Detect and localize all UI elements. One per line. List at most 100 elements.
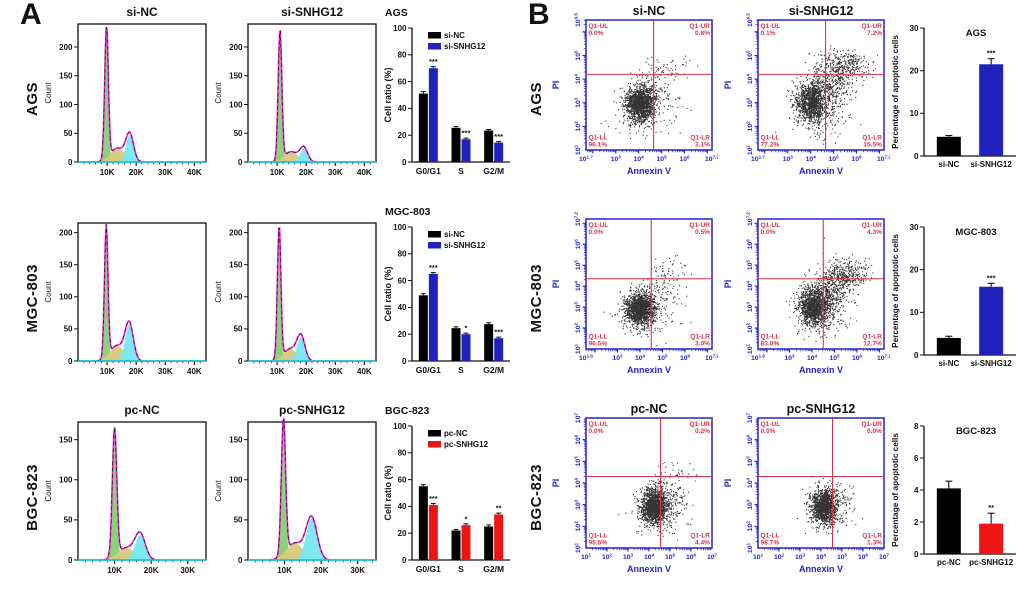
category-label: si-SNHG12: [970, 359, 1012, 368]
x-tick-label: 101.7: [751, 154, 765, 163]
bar-ylabel: Cell ratio (%): [383, 465, 393, 520]
quadrant-label-LL: Q1-LL: [761, 334, 780, 341]
category-label: G2/M: [483, 564, 504, 574]
bar-pc-NC-G2/M: [484, 526, 494, 560]
y-tick-label: 100: [59, 293, 73, 302]
hist-ylabel: Count: [44, 480, 53, 502]
quadrant-label-UR: Q1-UR: [689, 23, 710, 30]
quadrant-label-UL: Q1-UL: [761, 23, 781, 30]
x-tick-label: 101.7: [579, 154, 593, 163]
x-tick-label: 10K: [107, 566, 122, 575]
cell-line-label-mgc803-b: MGC-803: [527, 264, 545, 333]
y-tick-label: 104: [745, 281, 754, 292]
y-tick-label: 60: [398, 475, 407, 484]
y-tick-label: 80: [398, 250, 407, 259]
x-tick-label: 10K: [277, 566, 292, 575]
x-tick-label: 103: [623, 552, 634, 561]
scatter-xlabel: Annexin V: [799, 166, 843, 176]
y-tick-label: 0: [68, 556, 73, 565]
x-tick-label: 107.2: [877, 154, 890, 163]
quadrant-label-UR: Q1-UR: [689, 222, 710, 229]
x-tick-label: 30K: [350, 566, 365, 575]
x-tick-label: 104: [806, 154, 817, 163]
y-tick-label: 50: [234, 516, 243, 525]
bar-si-SNHG12-G0/G1: [428, 68, 438, 162]
y-tick-label: 103: [745, 302, 754, 313]
quadrant-label-LL: Q1-LL: [761, 533, 780, 540]
y-tick-label: 101: [573, 543, 582, 554]
y-tick-label: 50: [64, 516, 73, 525]
population-G0-G1: [248, 34, 376, 162]
plot-frame: [585, 417, 713, 549]
y-tick-label: 107: [745, 413, 754, 424]
y-tick-label: 6: [914, 454, 919, 463]
population-G2-M: [248, 518, 376, 560]
bar-ylabel: Cell ratio (%): [383, 67, 393, 122]
panel-b-row-bgc823: BGC-823 pc-NC 101 102 103 104 105 106 107 101 102…: [526, 398, 1020, 597]
cell-line-label-mgc803: MGC-803: [23, 264, 41, 333]
quadrant-value-LR: 15.5%: [863, 142, 882, 149]
cell-line-label-bgc823: BGC-823: [23, 464, 41, 531]
y-tick-label: 2: [914, 518, 919, 527]
histogram-ags-si-nc: si-NC 0 50 100 150 200 10K 20K 30K 40K Count: [44, 5, 207, 177]
y-tick-label: 60: [398, 77, 407, 86]
legend-label: si-SNHG12: [444, 42, 486, 51]
y-tick-label: 0: [914, 152, 919, 161]
y-tick-label: 10: [910, 308, 919, 317]
bar-ylabel: Percentage of apoptotic cells: [891, 234, 900, 348]
quadrant-value-LR: 4.4%: [695, 540, 710, 547]
legend-swatch-pc-SNHG12: [428, 441, 441, 448]
x-tick-label: 106: [679, 154, 690, 163]
scatter-xlabel: Annexin V: [627, 564, 671, 574]
quadrant-value-LL: 98.7%: [761, 540, 780, 547]
hist-title: pc-NC: [124, 403, 160, 417]
legend-swatch-si-NC: [428, 231, 441, 238]
y-tick-label: 0: [238, 556, 243, 565]
quadrant-value-UL: 0.0%: [589, 428, 604, 435]
x-tick-label: 107.2: [705, 353, 718, 362]
plot-frame: [585, 218, 713, 350]
x-tick-label: 106: [686, 552, 697, 561]
y-tick-label: 101: [573, 145, 582, 156]
quadrant-value-LR: 3.0%: [695, 341, 710, 348]
quadrant-label-UL: Q1-UL: [589, 222, 609, 229]
y-tick-label: 0: [68, 158, 73, 167]
y-tick-label: 50: [64, 129, 73, 138]
y-tick-label: 40: [398, 104, 407, 113]
sig-marker: ***: [429, 57, 438, 66]
y-tick-label: 10: [910, 109, 919, 118]
x-tick-label: 101: [753, 552, 764, 561]
y-tick-label: 80: [398, 51, 407, 60]
quadrant-value-LL: 83.0%: [761, 341, 780, 348]
scatter-ylabel: PI: [551, 479, 561, 488]
quadrant-value-LR: 3.1%: [695, 142, 710, 149]
panel-a-row-ags: AGS si-NC 0 50 100 150 200 10K 20K 30K 40K Count s…: [22, 0, 524, 199]
x-tick-label: 20K: [299, 168, 314, 177]
y-tick-label: 4: [914, 486, 919, 495]
x-tick-label: 103: [795, 552, 806, 561]
y-tick-label: 102: [745, 323, 754, 334]
hist-ylabel: Count: [44, 82, 53, 104]
y-tick-label: 105: [745, 456, 754, 467]
quadrant-label-LR: Q1-LR: [862, 334, 882, 341]
x-tick-label: 103: [612, 353, 623, 362]
scatter-axes: [754, 418, 884, 552]
category-label: si-SNHG12: [970, 160, 1012, 169]
hist-axes: 0 50 100 150 200 10K 20K 30K 40K: [59, 228, 202, 376]
y-tick-label: 102: [573, 521, 582, 532]
quadrant-value-UR: 0.0%: [867, 428, 882, 435]
y-tick-label: 200: [59, 228, 73, 237]
quadrant-value-LL: 96.5%: [589, 341, 608, 348]
scatter-ags-si-snhg12: si-SNHG12 101.7 103 104 105 106 107.2 101 102 103…: [723, 4, 890, 176]
quadrant-value-UR: 7.2%: [867, 30, 882, 37]
x-tick-label: 10K: [270, 168, 285, 177]
plot-frame: [585, 19, 713, 151]
histogram-mgc803-si-snhg12: 0 50 100 150 200 10K 20K 30K 40K Count: [214, 222, 377, 376]
y-tick-label: 100: [229, 293, 243, 302]
plot-frame: [77, 222, 207, 362]
x-tick-label: 104: [816, 552, 827, 561]
